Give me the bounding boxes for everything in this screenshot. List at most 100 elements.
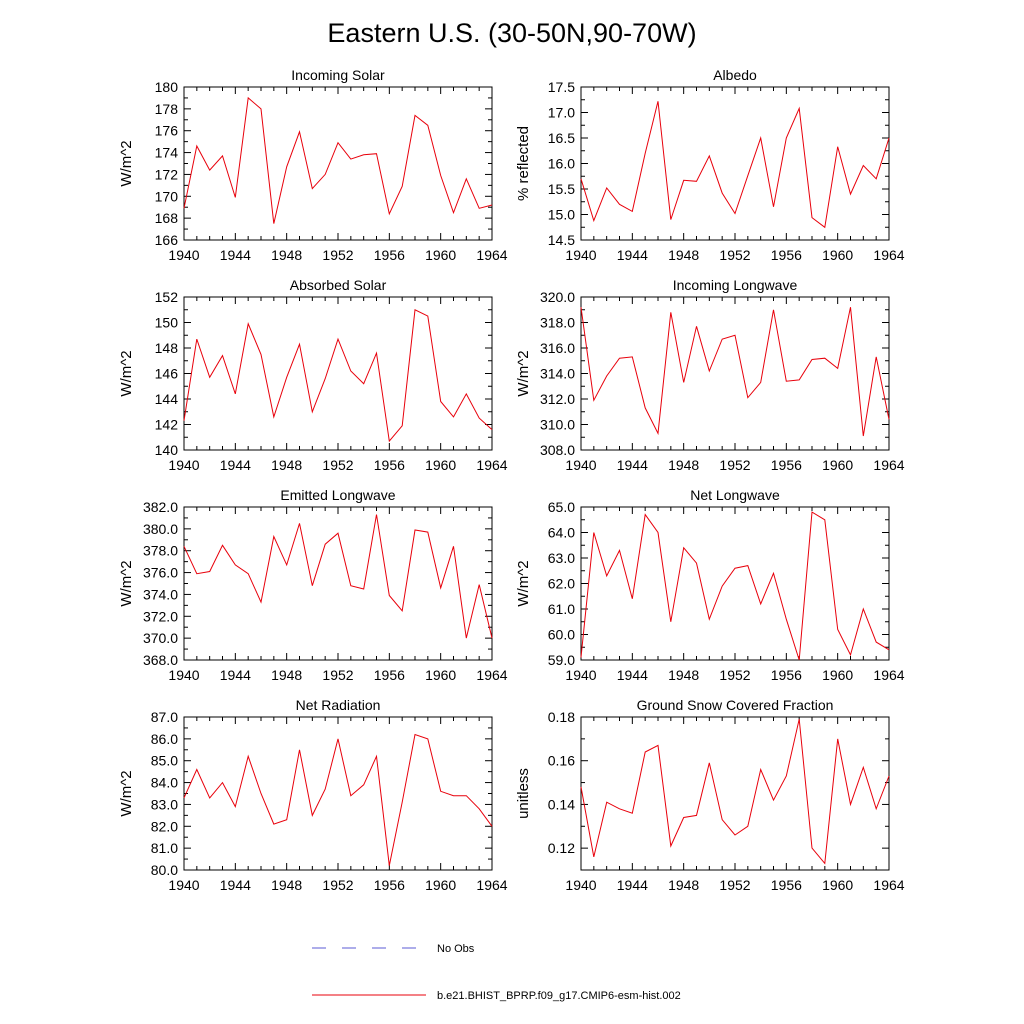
absorbed-solar-xtick-label: 1964	[476, 457, 507, 473]
incoming-longwave-ytick-label: 320.0	[540, 289, 575, 305]
albedo-plot-frame	[580, 86, 890, 241]
net-longwave-xtick-label: 1956	[771, 667, 802, 683]
albedo-ytick-label: 14.5	[548, 232, 575, 248]
net-radiation-ytick-label: 80.0	[151, 862, 178, 878]
incoming-longwave-xtick-label: 1948	[668, 457, 699, 473]
net-longwave-xtick-label: 1952	[719, 667, 750, 683]
emitted-longwave-series-line	[183, 514, 493, 639]
panel-incoming-longwave: Incoming Longwave 308.0 310.0 312.0 314.0 316…	[515, 277, 905, 473]
incoming-solar-ytick-label: 180	[155, 79, 179, 95]
emitted-longwave-ytick-label: 372.0	[143, 608, 178, 624]
panel-incoming-solar: Incoming Solar 166 168 170 172 174 176 178 180 19…	[118, 67, 508, 263]
net-radiation-xtick-label: 1960	[425, 877, 456, 893]
albedo-xtick-label: 1964	[873, 247, 904, 263]
net-radiation-ylabel: W/m^2	[118, 770, 135, 816]
ground-snow-covered-fraction-ytick-label: 0.14	[548, 796, 575, 812]
net-longwave-ytick-label: 63.0	[548, 550, 575, 566]
incoming-solar-xtick-label: 1952	[322, 247, 353, 263]
emitted-longwave-ytick-label: 380.0	[143, 521, 178, 537]
net-radiation-xtick-label: 1964	[476, 877, 507, 893]
absorbed-solar-xtick-label: 1956	[374, 457, 405, 473]
net-radiation-title: Net Radiation	[296, 697, 381, 713]
emitted-longwave-xtick-label: 1948	[271, 667, 302, 683]
ground-snow-covered-fraction-xtick-label: 1960	[822, 877, 853, 893]
albedo-title: Albedo	[713, 67, 757, 83]
albedo-xtick-label: 1940	[565, 247, 596, 263]
net-radiation-series-line	[183, 733, 493, 866]
legend: No Obs b.e21.BHIST_BPRP.f09_g17.CMIP6-es…	[312, 943, 681, 1002]
ground-snow-covered-fraction-series-line	[580, 719, 890, 865]
net-radiation-xtick-label: 1940	[168, 877, 199, 893]
net-radiation-ytick-label: 81.0	[151, 840, 178, 856]
albedo-ytick-label: 17.0	[548, 105, 575, 121]
absorbed-solar-xtick-label: 1940	[168, 457, 199, 473]
albedo-ytick-label: 16.0	[548, 156, 575, 172]
emitted-longwave-xtick-label: 1956	[374, 667, 405, 683]
figure-title: Eastern U.S. (30-50N,90-70W)	[327, 18, 696, 48]
emitted-longwave-xtick-label: 1952	[322, 667, 353, 683]
incoming-solar-xtick-label: 1956	[374, 247, 405, 263]
incoming-solar-ytick-label: 170	[155, 188, 179, 204]
panel-ground-snow-covered-fraction: Ground Snow Covered Fraction 0.12 0.14 0.16…	[515, 697, 905, 893]
emitted-longwave-xtick-label: 1944	[220, 667, 251, 683]
ground-snow-covered-fraction-xtick-label: 1940	[565, 877, 596, 893]
albedo-ytick-label: 15.5	[548, 181, 575, 197]
ground-snow-covered-fraction-xtick-label: 1944	[617, 877, 648, 893]
ground-snow-covered-fraction-xtick-label: 1948	[668, 877, 699, 893]
absorbed-solar-ytick-label: 150	[155, 315, 179, 331]
panel-albedo: Albedo 14.5 15.0 15.5 16.0 16.5 17.0 17.5 1940 19…	[515, 67, 905, 263]
absorbed-solar-ytick-label: 148	[155, 340, 179, 356]
net-radiation-xtick-label: 1952	[322, 877, 353, 893]
ground-snow-covered-fraction-title: Ground Snow Covered Fraction	[637, 697, 834, 713]
emitted-longwave-ylabel: W/m^2	[118, 560, 135, 606]
absorbed-solar-series-line	[183, 309, 493, 443]
incoming-solar-ytick-label: 178	[155, 101, 179, 117]
incoming-longwave-xtick-label: 1960	[822, 457, 853, 473]
net-radiation-ytick-label: 86.0	[151, 731, 178, 747]
incoming-longwave-ylabel: W/m^2	[515, 350, 532, 396]
incoming-longwave-ytick-label: 312.0	[540, 391, 575, 407]
absorbed-solar-xtick-label: 1960	[425, 457, 456, 473]
albedo-ylabel: % reflected	[515, 126, 532, 201]
ground-snow-covered-fraction-ytick-label: 0.12	[548, 840, 575, 856]
incoming-solar-ylabel: W/m^2	[118, 140, 135, 186]
albedo-ytick-label: 16.5	[548, 130, 575, 146]
ground-snow-covered-fraction-plot-frame	[580, 716, 890, 871]
incoming-longwave-xtick-label: 1956	[771, 457, 802, 473]
net-radiation-xtick-label: 1944	[220, 877, 251, 893]
emitted-longwave-title: Emitted Longwave	[280, 487, 395, 503]
net-radiation-xtick-label: 1956	[374, 877, 405, 893]
incoming-solar-plot-frame	[183, 86, 493, 241]
albedo-ytick-label: 15.0	[548, 207, 575, 223]
incoming-solar-title: Incoming Solar	[291, 67, 385, 83]
incoming-longwave-ytick-label: 318.0	[540, 315, 575, 331]
net-longwave-plot-frame	[580, 506, 890, 661]
absorbed-solar-ytick-label: 142	[155, 417, 179, 433]
net-radiation-ytick-label: 82.0	[151, 818, 178, 834]
panel-net-radiation: Net Radiation 80.0 81.0 82.0 83.0 84.0 85.0 86.…	[118, 697, 508, 893]
net-longwave-xtick-label: 1948	[668, 667, 699, 683]
incoming-longwave-xtick-label: 1944	[617, 457, 648, 473]
emitted-longwave-ytick-label: 368.0	[143, 652, 178, 668]
net-radiation-ytick-label: 84.0	[151, 775, 178, 791]
emitted-longwave-ytick-label: 378.0	[143, 543, 178, 559]
emitted-longwave-ytick-label: 376.0	[143, 565, 178, 581]
net-radiation-ytick-label: 87.0	[151, 709, 178, 725]
panel-grid: Incoming Solar 166 168 170 172 174 176 178 180 19…	[118, 67, 905, 893]
albedo-xtick-label: 1944	[617, 247, 648, 263]
net-longwave-ytick-label: 65.0	[548, 499, 575, 515]
ground-snow-covered-fraction-xtick-label: 1952	[719, 877, 750, 893]
panel-net-longwave: Net Longwave 59.0 60.0 61.0 62.0 63.0 64.0 65.0…	[515, 487, 905, 683]
absorbed-solar-title: Absorbed Solar	[290, 277, 387, 293]
net-longwave-ytick-label: 60.0	[548, 627, 575, 643]
emitted-longwave-ytick-label: 374.0	[143, 586, 178, 602]
net-longwave-ytick-label: 64.0	[548, 525, 575, 541]
ground-snow-covered-fraction-xtick-label: 1956	[771, 877, 802, 893]
net-longwave-xtick-label: 1960	[822, 667, 853, 683]
net-radiation-ytick-label: 85.0	[151, 753, 178, 769]
emitted-longwave-xtick-label: 1964	[476, 667, 507, 683]
ground-snow-covered-fraction-ytick-label: 0.18	[548, 709, 575, 725]
albedo-xtick-label: 1960	[822, 247, 853, 263]
emitted-longwave-xtick-label: 1940	[168, 667, 199, 683]
net-longwave-ytick-label: 62.0	[548, 576, 575, 592]
